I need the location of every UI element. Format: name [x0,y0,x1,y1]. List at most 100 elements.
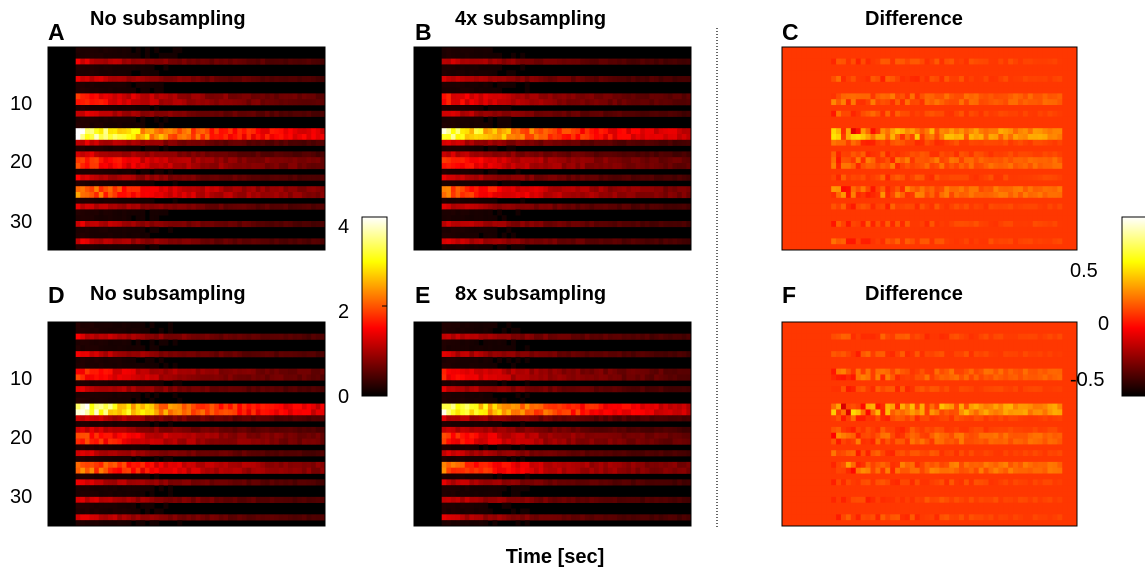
heatmap-cell [796,110,802,117]
heatmap-cell [103,391,109,399]
heatmap-cell [1067,47,1073,54]
heatmap-cell [121,192,127,199]
heatmap-cell [487,139,493,146]
heatmap-cell [993,163,999,170]
heatmap-cell [904,244,911,251]
heatmap-cell [487,128,493,135]
heatmap-cell [978,87,984,94]
heatmap-cell [924,180,930,187]
heatmap-cell [786,116,793,123]
heatmap-cell [826,52,832,59]
heatmap-cell [1018,163,1024,170]
heatmap-cell [1022,105,1029,112]
heatmap-cell [191,139,197,146]
heatmap-cell [1052,139,1058,146]
heatmap-cell [1072,203,1078,210]
heatmap-cell [1047,64,1053,71]
heatmap-cell [75,180,81,187]
heatmap-cell [117,145,123,152]
heatmap-cell [566,128,572,135]
heatmap-cell [455,87,461,94]
heatmap-cell [214,93,220,100]
heatmap-cell [1008,232,1014,239]
heatmap-cell [168,226,173,233]
heatmap-cell [483,192,489,199]
heatmap-cell [796,163,802,170]
heatmap-cell [806,192,812,199]
heatmap-cell [246,93,252,100]
heatmap-cell [640,203,646,210]
heatmap-cell [630,238,636,245]
heatmap-cell [177,157,183,164]
heatmap-cell [791,81,798,88]
heatmap-cell [515,186,521,193]
heatmap-cell [260,374,266,381]
heatmap-cell [1047,116,1053,123]
heatmap-cell [575,238,581,245]
heatmap-cell [135,203,141,210]
heatmap-cell [686,186,692,193]
heatmap-cell [181,186,187,193]
heatmap-cell [919,197,925,204]
heatmap-cell [214,333,220,340]
heatmap-cell [117,226,123,233]
heatmap-cell [786,192,793,199]
heatmap-cell [796,157,802,164]
heatmap-cell [460,76,466,83]
heatmap-cell [836,52,842,59]
heatmap-cell [1067,186,1073,193]
heatmap-cell [983,58,989,65]
heatmap-cell [112,122,118,129]
heatmap-cell [126,99,132,106]
heatmap-cell [1003,99,1009,106]
heatmap-cell [117,345,123,352]
heatmap-cell [1067,87,1073,94]
heatmap-cell [232,93,238,100]
heatmap-cell [158,351,164,358]
heatmap-cell [865,76,871,83]
heatmap-cell [1037,134,1043,141]
heatmap-cell [934,81,940,88]
heatmap-cell [538,134,544,141]
heatmap-cell [826,105,832,112]
heatmap-cell [850,197,857,204]
heatmap-cell [177,238,183,245]
heatmap-cell [218,76,224,83]
heatmap-cell [1052,157,1058,164]
heatmap-cell [584,76,590,83]
heatmap-cell [154,362,160,369]
heatmap-cell [845,93,852,100]
heatmap-cell [1052,203,1058,210]
heatmap-cell [875,244,881,251]
heatmap-cell [1032,221,1038,228]
heatmap-cell [283,76,289,83]
heatmap-cell [860,215,866,222]
heatmap-cell [1037,70,1043,77]
heatmap-cell [306,99,312,106]
heatmap-cell [570,151,576,158]
heatmap-cell [978,151,984,158]
heatmap-cell [126,186,132,193]
heatmap-cell [934,105,940,112]
heatmap-cell [1032,105,1038,112]
heatmap-cell [1047,128,1053,135]
heatmap-cell [865,232,871,239]
heatmap-cell [195,58,201,65]
heatmap-cell [924,192,930,199]
heatmap-cell [1027,197,1034,204]
heatmap-cell [870,58,876,65]
heatmap-cell [880,93,886,100]
heatmap-cell [487,180,493,187]
heatmap-cell [1067,209,1073,216]
heatmap-cell [968,226,975,233]
heatmap-cell [520,93,526,100]
heatmap-cell [993,52,999,59]
heatmap-cell [929,134,935,141]
heatmap-cell [103,380,109,387]
heatmap-cell [89,374,95,381]
heatmap-cell [796,93,802,100]
heatmap-cell [786,180,793,187]
heatmap-cell [191,163,197,170]
heatmap-cell [260,93,266,100]
heatmap-cell [993,168,999,175]
